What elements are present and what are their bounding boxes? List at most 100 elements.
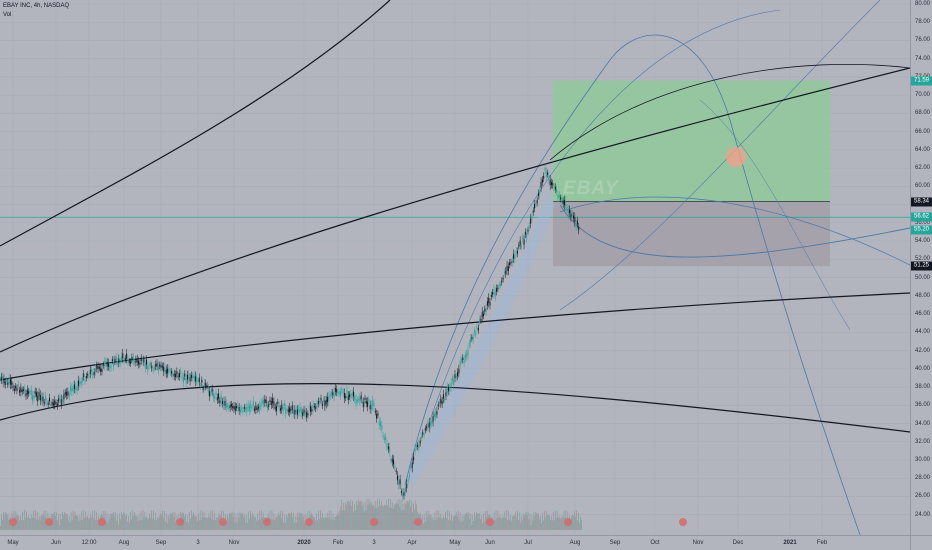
- price-tick-label: 30.00: [915, 457, 931, 463]
- time-tick-label: Aug: [569, 540, 581, 546]
- volume-bar: [145, 517, 147, 530]
- candle: [394, 465, 396, 468]
- candle: [63, 394, 65, 400]
- volume-bar: [314, 516, 315, 530]
- candle: [182, 377, 184, 383]
- volume-bar: [58, 514, 59, 530]
- candle: [268, 404, 270, 407]
- candle: [172, 373, 174, 377]
- candle: [193, 374, 195, 379]
- candle: [7, 382, 9, 385]
- volume-bar: [119, 513, 121, 530]
- volume-bar: [520, 516, 522, 530]
- candle: [536, 200, 538, 204]
- volume-bar: [296, 512, 298, 530]
- volume-bar: [392, 508, 394, 530]
- volume-bar: [352, 501, 353, 530]
- candle: [448, 387, 450, 392]
- candle: [106, 362, 108, 367]
- candle: [223, 400, 225, 406]
- candle: [530, 218, 532, 224]
- volume-bar: [117, 514, 119, 530]
- volume-bar: [444, 517, 445, 530]
- candle: [59, 396, 61, 400]
- volume-bar: [109, 518, 111, 530]
- candle: [127, 359, 129, 363]
- volume-bar: [194, 516, 196, 530]
- volume-bar: [415, 500, 416, 530]
- volume-bar: [76, 515, 78, 530]
- volume-bar: [1, 519, 3, 530]
- volume-bar: [442, 518, 444, 530]
- volume-bar: [70, 512, 72, 530]
- candle: [6, 379, 8, 382]
- candle: [283, 403, 285, 407]
- price-tick-label: 26.00: [915, 493, 931, 500]
- candle: [291, 405, 293, 410]
- candle: [236, 406, 238, 409]
- candle: [11, 381, 13, 385]
- candle: [243, 406, 245, 409]
- volume-bar: [247, 522, 249, 530]
- volume-bar: [533, 512, 535, 530]
- volume-bar: [282, 511, 283, 530]
- candle: [259, 405, 261, 411]
- time-tick-label: 2021: [783, 540, 797, 546]
- volume-label[interactable]: Vol: [3, 12, 12, 18]
- volume-bar: [510, 515, 511, 530]
- candle: [349, 394, 351, 397]
- volume-bar: [248, 511, 250, 530]
- volume-bar: [112, 513, 114, 530]
- chart-area[interactable]: EBAY EBAY INC, 4h, NASDAQ Vol: [0, 0, 910, 535]
- candle: [197, 379, 199, 382]
- candle: [73, 384, 75, 389]
- volume-bar: [483, 513, 484, 530]
- volume-bar: [279, 515, 281, 530]
- volume-bar: [202, 517, 204, 530]
- volume-bar: [89, 518, 90, 530]
- volume-bar: [547, 514, 548, 530]
- symbol-info[interactable]: EBAY INC, 4h, NASDAQ: [3, 3, 70, 9]
- volume-bar: [334, 516, 336, 530]
- candle: [156, 362, 158, 367]
- candle: [104, 361, 106, 367]
- candle: [92, 372, 94, 377]
- volume-bar: [53, 513, 55, 530]
- candle: [218, 393, 220, 399]
- candle: [400, 491, 402, 493]
- price-tick-label: 42.00: [915, 347, 931, 354]
- candle: [299, 406, 301, 413]
- candle: [382, 435, 384, 437]
- volume-bar: [506, 510, 508, 530]
- volume-bar: [24, 510, 25, 530]
- candle: [212, 393, 214, 398]
- candle: [248, 406, 250, 412]
- candle: [565, 201, 567, 207]
- candle: [45, 395, 47, 401]
- volume-bar: [211, 518, 213, 530]
- volume-bar: [92, 510, 93, 530]
- volume-bar: [207, 518, 209, 530]
- candle: [254, 408, 256, 411]
- volume-bar: [530, 525, 532, 530]
- volume-bar: [385, 505, 386, 530]
- volume-bar: [141, 520, 143, 530]
- candle: [251, 407, 253, 409]
- volume-bar: [226, 523, 227, 530]
- time-tick-label: Jun: [485, 540, 495, 546]
- candle: [98, 366, 100, 369]
- volume-bar: [62, 511, 63, 530]
- volume-bar: [382, 505, 383, 530]
- volume-bar: [298, 511, 300, 530]
- candle: [138, 360, 140, 365]
- price-chart[interactable]: [0, 0, 910, 535]
- time-scale[interactable]: May Jun 12:00 Aug Sep 3 Nov 2020 Feb 3 Apr May Jun Ju…: [0, 535, 910, 550]
- price-scale[interactable]: 80.0078.0076.0074.0072.0070.0068.0066.00…: [910, 0, 932, 535]
- candle: [462, 357, 464, 361]
- volume-bar: [168, 518, 170, 530]
- volume-bar: [573, 515, 574, 530]
- candle: [118, 358, 120, 363]
- candle: [35, 392, 37, 397]
- candle: [157, 365, 159, 371]
- volume-bar: [333, 520, 335, 530]
